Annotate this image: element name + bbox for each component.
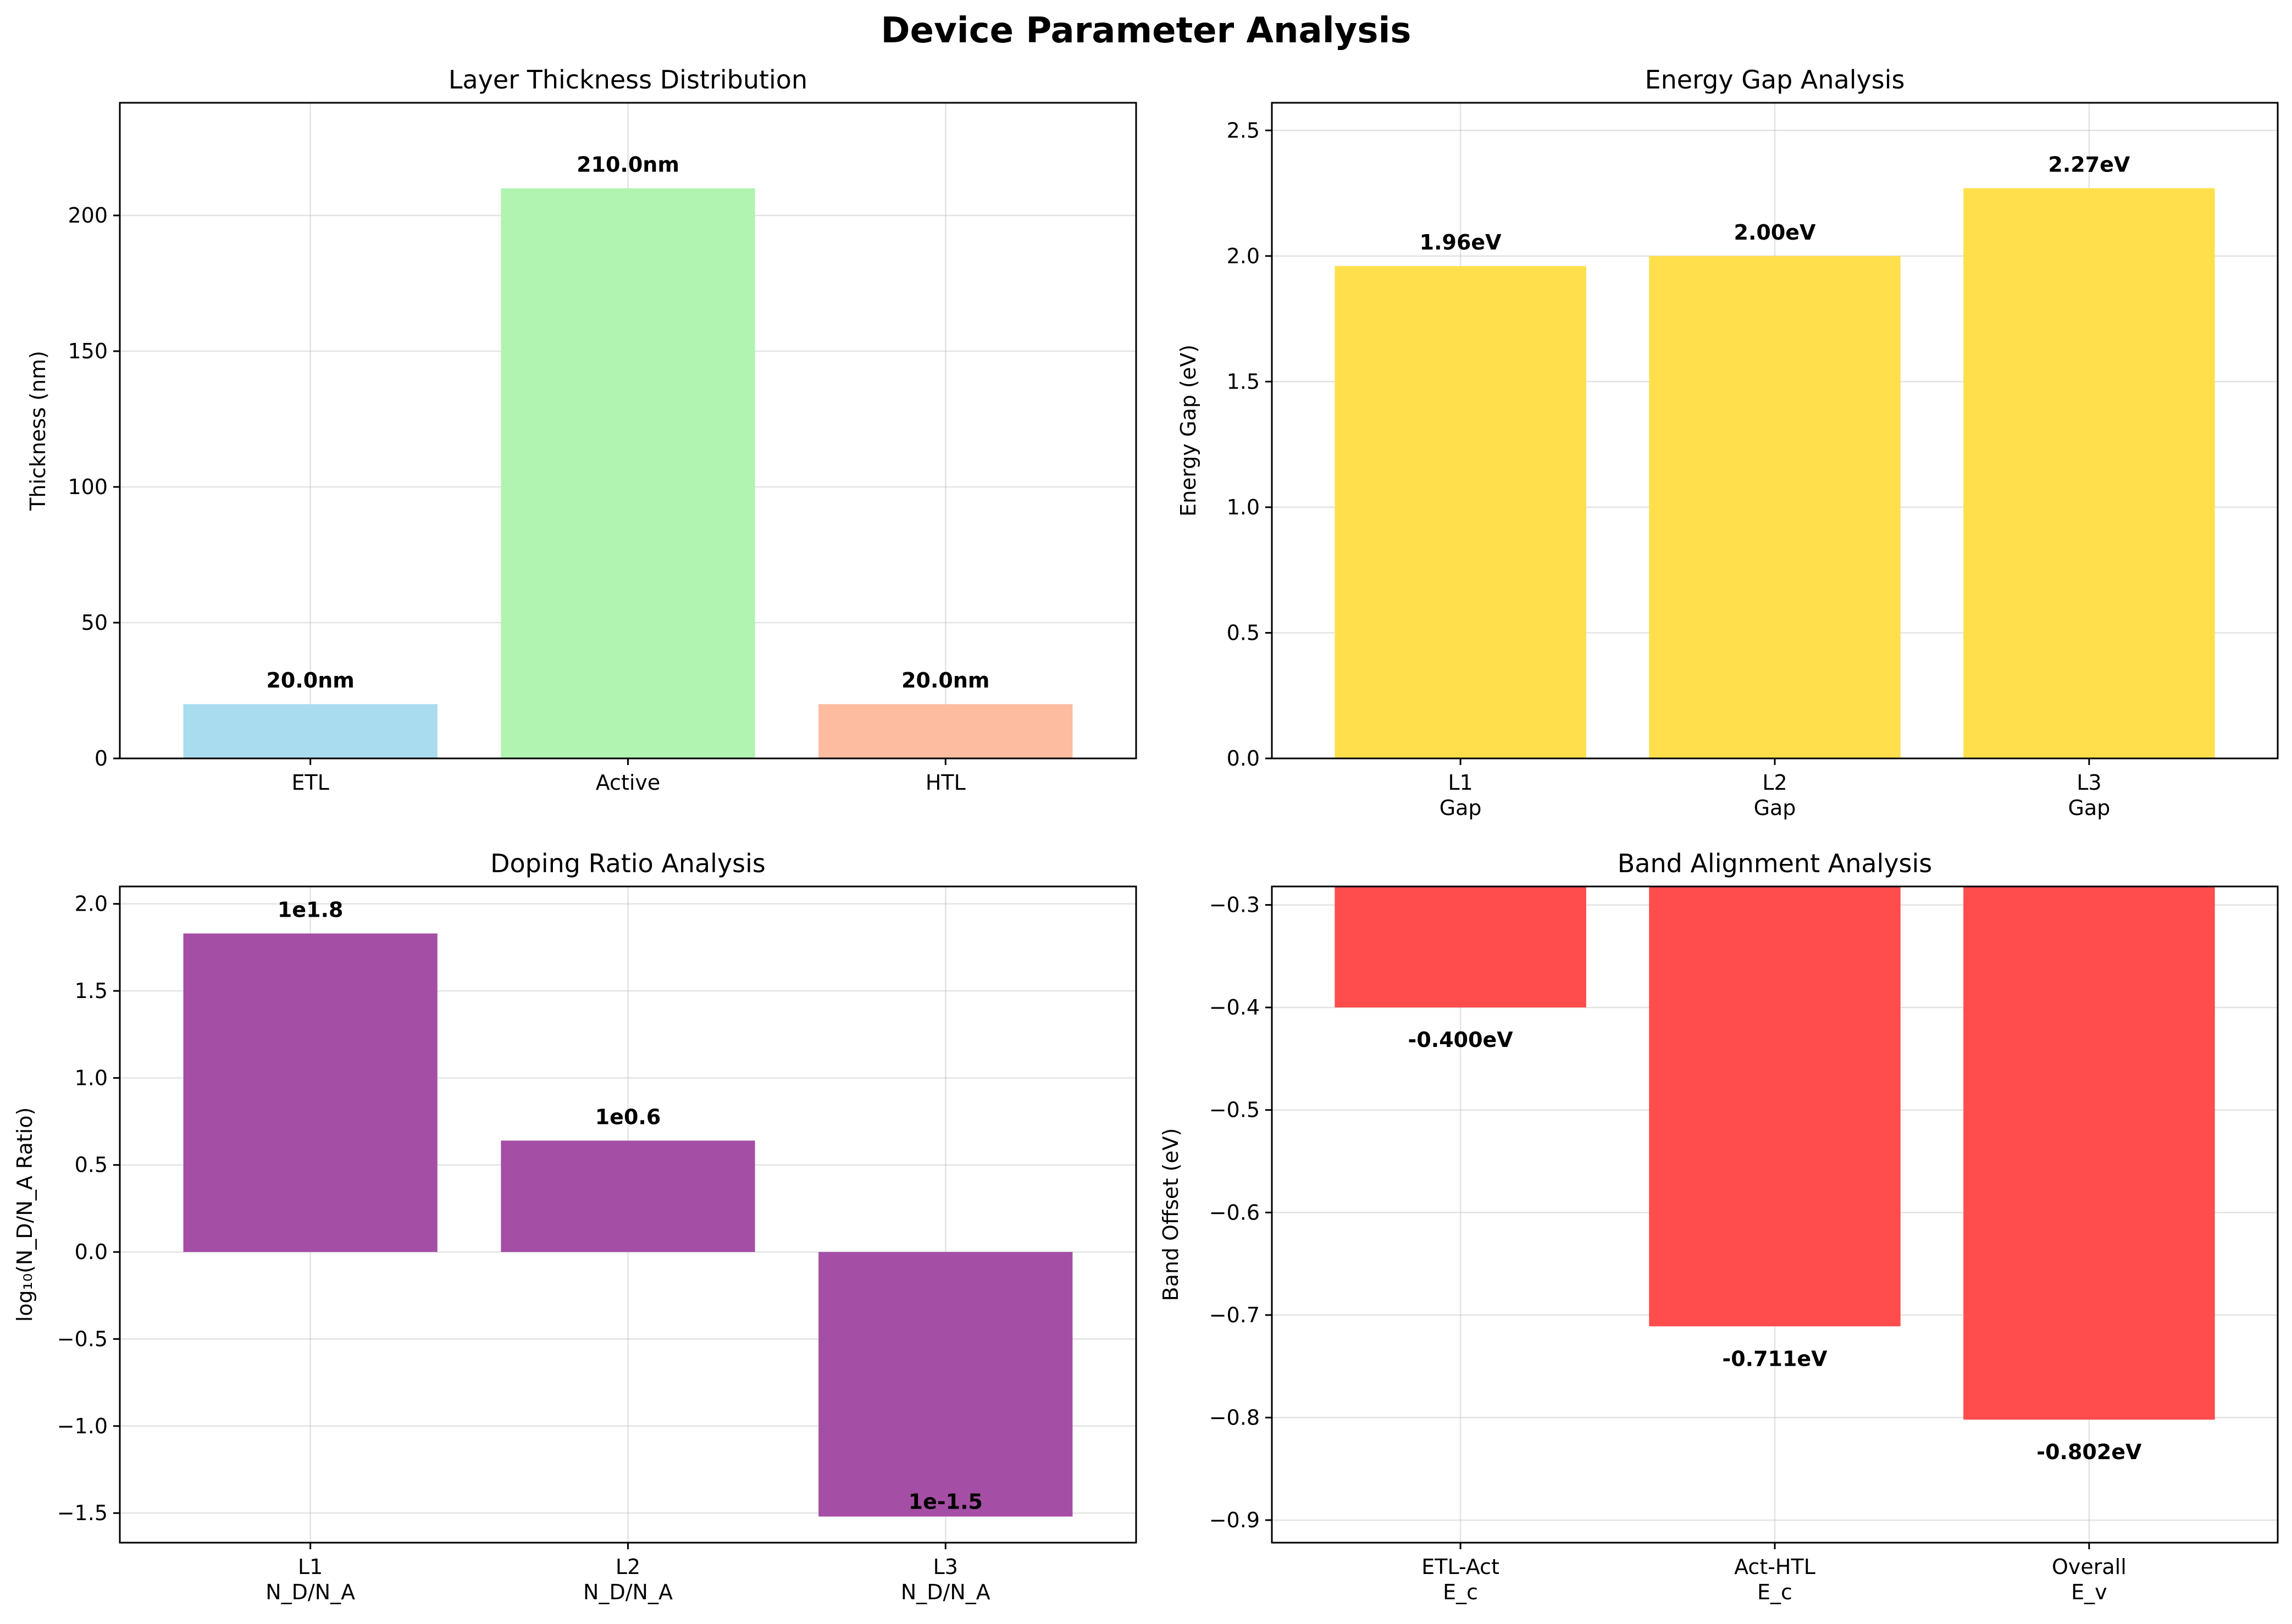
y-tick-label: 200 — [68, 203, 108, 228]
x-tick-label: ETL-Act — [1421, 1555, 1499, 1579]
y-tick-label: 150 — [68, 339, 108, 363]
x-tick-label: E_v — [2071, 1580, 2107, 1604]
bar-3 — [1963, 886, 2215, 1420]
x-tick-label: Gap — [1754, 796, 1796, 820]
chart-title: Energy Gap Analysis — [1645, 65, 1905, 95]
data-label: 1.96eV — [1420, 230, 1502, 254]
y-tick-label: −0.5 — [1209, 1098, 1260, 1122]
x-tick-label: L1 — [1448, 771, 1472, 795]
y-tick-label: 50 — [81, 611, 108, 635]
y-tick-label: −0.3 — [1209, 893, 1260, 917]
y-tick-label: 1.5 — [75, 979, 108, 1003]
y-axis-label: Energy Gap (eV) — [1176, 345, 1200, 517]
data-label: 1e1.8 — [278, 898, 344, 922]
bar-2 — [1649, 886, 1901, 1327]
y-tick-label: 0.5 — [1227, 620, 1260, 645]
data-label: 20.0nm — [266, 668, 354, 692]
chart-title: Layer Thickness Distribution — [449, 65, 807, 95]
figure-title: Device Parameter Analysis — [881, 10, 1411, 51]
bar-1 — [1335, 886, 1586, 1008]
x-tick-label: N_D/N_A — [265, 1580, 355, 1604]
chart-title: Doping Ratio Analysis — [490, 849, 766, 878]
data-label: -0.400eV — [1408, 1028, 1514, 1052]
y-tick-label: 0.0 — [1227, 746, 1260, 771]
y-tick-label: −0.8 — [1209, 1405, 1260, 1429]
y-tick-label: −0.6 — [1209, 1200, 1260, 1224]
chart-title: Band Alignment Analysis — [1618, 849, 1933, 878]
y-tick-label: 2.0 — [1227, 244, 1260, 268]
y-tick-label: −0.9 — [1209, 1508, 1260, 1532]
bar-3 — [818, 704, 1073, 758]
chart-thickness: Layer Thickness Distribution 20.0nm 210.0n… — [26, 65, 1137, 795]
x-tick-label: Active — [596, 771, 661, 795]
y-tick-label: 2.5 — [1227, 118, 1260, 142]
y-tick-label: 1.5 — [1227, 369, 1260, 393]
y-tick-label: −0.5 — [57, 1327, 108, 1351]
y-tick-label: 0.0 — [75, 1240, 108, 1264]
x-tick-label: Overall — [2052, 1555, 2127, 1579]
x-tick-label: ETL — [291, 771, 329, 795]
bar-1 — [1335, 266, 1586, 758]
data-label: 2.27eV — [2048, 152, 2130, 176]
bar-2 — [501, 188, 755, 759]
y-tick-label: −0.4 — [1209, 995, 1260, 1019]
data-label: 210.0nm — [577, 153, 679, 177]
bar-3 — [1963, 188, 2215, 759]
y-axis-label: Thickness (nm) — [26, 351, 50, 511]
chart-gap: Energy Gap Analysis 1.96eV 2.00eV 2.27eV 0.0… — [1176, 65, 2279, 820]
bar-1 — [183, 933, 438, 1252]
x-tick-label: E_c — [1443, 1580, 1478, 1604]
x-tick-label: E_c — [1757, 1580, 1792, 1604]
y-tick-label: −1.0 — [57, 1414, 108, 1438]
x-tick-label: Act-HTL — [1734, 1555, 1815, 1579]
x-tick-label: N_D/N_A — [583, 1580, 673, 1604]
x-tick-label: Gap — [1440, 796, 1482, 820]
x-tick-label: Gap — [2068, 796, 2110, 820]
data-label: 20.0nm — [901, 668, 989, 692]
y-axis-label: Band Offset (eV) — [1159, 1128, 1183, 1301]
data-label: 2.00eV — [1734, 220, 1817, 245]
x-tick-label: HTL — [926, 771, 966, 795]
x-tick-label: N_D/N_A — [901, 1580, 990, 1604]
bar-2 — [1649, 256, 1901, 759]
x-tick-label: L3 — [2077, 771, 2101, 795]
bar-3 — [818, 1252, 1073, 1517]
y-tick-label: 1.0 — [75, 1066, 108, 1090]
y-tick-label: 2.0 — [75, 892, 108, 916]
y-tick-label: −1.5 — [57, 1501, 108, 1525]
data-label: 1e-1.5 — [909, 1489, 983, 1514]
y-tick-label: 100 — [68, 475, 108, 499]
y-tick-label: 0 — [95, 746, 108, 771]
y-axis-label: log₁₀(N_D/N_A Ratio) — [13, 1107, 37, 1322]
data-label: -0.711eV — [1722, 1346, 1828, 1371]
x-tick-label: L2 — [1762, 771, 1787, 795]
y-tick-label: 1.0 — [1227, 495, 1260, 519]
x-tick-label: L2 — [616, 1555, 640, 1579]
x-tick-label: L3 — [933, 1555, 958, 1579]
data-label: -0.802eV — [2036, 1440, 2142, 1464]
bar-1 — [183, 704, 438, 758]
y-tick-label: −0.7 — [1209, 1303, 1260, 1327]
x-tick-label: L1 — [298, 1555, 323, 1579]
chart-band: Band Alignment Analysis -0.400eV -0.711eV -… — [1159, 849, 2279, 1604]
y-tick-label: 0.5 — [75, 1153, 108, 1177]
chart-doping: Doping Ratio Analysis 1e1.8 1e0.6 1e-1.5 −1.… — [13, 849, 1137, 1604]
bar-2 — [501, 1140, 755, 1252]
data-label: 1e0.6 — [595, 1105, 661, 1129]
